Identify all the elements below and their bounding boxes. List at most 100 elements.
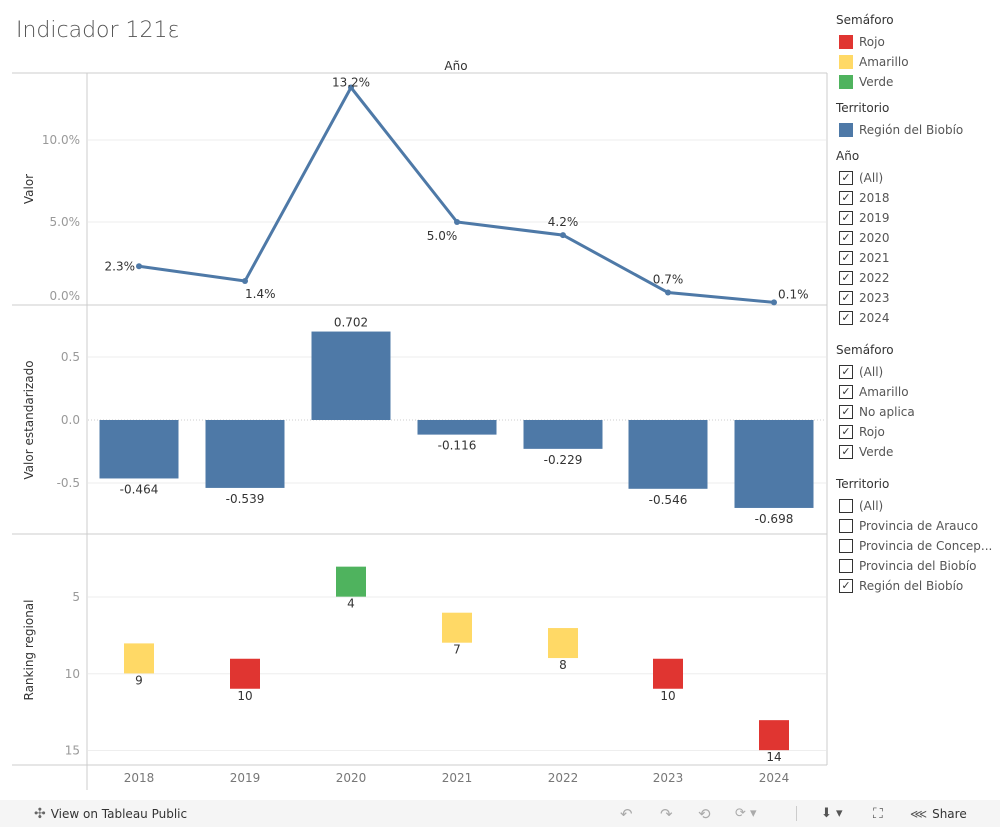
checkbox-unchecked-icon[interactable]: [839, 499, 853, 513]
legend-item[interactable]: Amarillo: [836, 52, 1000, 72]
fullscreen-icon[interactable]: ⛶: [873, 805, 883, 822]
filter-checkbox-item[interactable]: (All): [836, 496, 1000, 516]
color-swatch: [839, 35, 853, 49]
checkbox-checked-icon[interactable]: ✓: [839, 291, 853, 305]
y-tick-label: 5: [72, 590, 80, 604]
checkbox-checked-icon[interactable]: ✓: [839, 231, 853, 245]
filter-item-label: Provincia del Biobío: [859, 559, 977, 573]
filter-item-label: (All): [859, 365, 884, 379]
checkbox-checked-icon[interactable]: ✓: [839, 365, 853, 379]
bar: [734, 420, 814, 508]
toolbar-divider: [796, 806, 797, 821]
x-tick-label: 2024: [759, 771, 790, 785]
filter-item-label: 2021: [859, 251, 890, 265]
filter-checkbox-item[interactable]: Provincia de Arauco: [836, 516, 1000, 536]
rank-square: [653, 658, 683, 689]
data-label: 4: [347, 597, 355, 611]
checkbox-unchecked-icon[interactable]: [839, 559, 853, 573]
filter-checkbox-item[interactable]: ✓ 2021: [836, 248, 1000, 268]
bar: [205, 420, 285, 488]
bar: [417, 420, 497, 435]
undo-icon[interactable]: ↶: [620, 804, 633, 823]
view-on-tableau-button[interactable]: ✣ View on Tableau Public: [34, 806, 187, 822]
data-label: 0.7%: [653, 273, 684, 287]
filter-checkbox-item[interactable]: ✓ Verde: [836, 442, 1000, 462]
checkbox-checked-icon[interactable]: ✓: [839, 579, 853, 593]
legend-title: Semáforo: [836, 13, 894, 27]
download-icon[interactable]: ⬇ ▾: [821, 806, 843, 821]
checkbox-checked-icon[interactable]: ✓: [839, 405, 853, 419]
y-tick-label: -0.5: [57, 476, 80, 490]
filter-checkbox-item[interactable]: ✓ (All): [836, 362, 1000, 382]
rank-square: [548, 628, 578, 659]
checkbox-checked-icon[interactable]: ✓: [839, 311, 853, 325]
checkbox-checked-icon[interactable]: ✓: [839, 425, 853, 439]
data-point: [665, 289, 671, 296]
filter-checkbox-item[interactable]: ✓ 2019: [836, 208, 1000, 228]
filter-item-label: (All): [859, 499, 884, 513]
filter-item-label: Rojo: [859, 425, 885, 439]
filter-item-label: Amarillo: [859, 385, 909, 399]
data-point: [136, 263, 142, 270]
x-tick-label: 2018: [124, 771, 155, 785]
checkbox-checked-icon[interactable]: ✓: [839, 385, 853, 399]
y-tick-label: 5.0%: [50, 215, 81, 229]
filter-item-label: Provincia de Arauco: [859, 519, 979, 533]
filter-checkbox-item[interactable]: Provincia de Concep...: [836, 536, 1000, 556]
filter-item-label: 2019: [859, 211, 890, 225]
checkbox-checked-icon[interactable]: ✓: [839, 171, 853, 185]
legend-item-label: Amarillo: [859, 55, 909, 69]
x-tick-label: 2023: [653, 771, 684, 785]
y-tick-label: 0.0%: [50, 289, 81, 303]
checkbox-checked-icon[interactable]: ✓: [839, 271, 853, 285]
filter-checkbox-item[interactable]: ✓ Región del Biobío: [836, 576, 1000, 596]
filter-checkbox-item[interactable]: ✓ Amarillo: [836, 382, 1000, 402]
share-icon: ⋘: [910, 806, 928, 821]
checkbox-checked-icon[interactable]: ✓: [839, 191, 853, 205]
y-tick-label: 10: [65, 667, 80, 681]
filter-checkbox-item[interactable]: ✓ 2022: [836, 268, 1000, 288]
checkbox-checked-icon[interactable]: ✓: [839, 211, 853, 225]
checkbox-unchecked-icon[interactable]: [839, 519, 853, 533]
filter-item-label: Provincia de Concep...: [859, 539, 993, 553]
redo-icon[interactable]: ↷: [660, 804, 673, 823]
color-swatch: [839, 55, 853, 69]
data-label: -0.546: [649, 493, 688, 507]
x-tick-label: 2021: [442, 771, 473, 785]
data-label: 13.2%: [332, 76, 370, 90]
x-tick-label: 2022: [548, 771, 579, 785]
filter-checkbox-item[interactable]: ✓ Rojo: [836, 422, 1000, 442]
territorio-legend: Territorio Región del Biobío: [836, 100, 1000, 140]
checkbox-checked-icon[interactable]: ✓: [839, 251, 853, 265]
filter-checkbox-item[interactable]: ✓ 2020: [836, 228, 1000, 248]
filter-checkbox-item[interactable]: ✓ 2023: [836, 288, 1000, 308]
checkbox-unchecked-icon[interactable]: [839, 539, 853, 553]
column-header: Año: [444, 59, 467, 73]
bar: [523, 420, 603, 449]
filter-item-label: 2022: [859, 271, 890, 285]
filter-checkbox-item[interactable]: Provincia del Biobío: [836, 556, 1000, 576]
data-label: 10: [660, 689, 675, 703]
series-line: [138, 84, 775, 304]
filter-item-label: 2024: [859, 311, 890, 325]
filter-checkbox-item[interactable]: ✓ 2024: [836, 308, 1000, 328]
filter-checkbox-item[interactable]: ✓ 2018: [836, 188, 1000, 208]
refresh-icon[interactable]: ⟳ ▾: [735, 806, 757, 821]
filter-item-label: Región del Biobío: [859, 579, 964, 593]
semaforo-legend: Semáforo Rojo Amarillo Verde: [836, 12, 1000, 92]
data-label: 4.2%: [548, 215, 579, 229]
filter-checkbox-item[interactable]: ✓ (All): [836, 168, 1000, 188]
data-label: 8: [559, 658, 567, 672]
legend-item[interactable]: Rojo: [836, 32, 1000, 52]
view-on-tableau-label: View on Tableau Public: [50, 806, 188, 821]
data-label: -0.464: [120, 482, 159, 496]
legend-item[interactable]: Verde: [836, 72, 1000, 92]
tableau-logo-icon: ✣: [34, 805, 46, 822]
filter-checkbox-item[interactable]: ✓ No aplica: [836, 402, 1000, 422]
rank-square: [336, 566, 366, 597]
revert-icon[interactable]: ⟲: [698, 804, 711, 823]
checkbox-checked-icon[interactable]: ✓: [839, 445, 853, 459]
share-button[interactable]: ⋘ Share: [910, 807, 967, 821]
legend-item[interactable]: Región del Biobío: [836, 120, 1000, 140]
filter-item-label: 2023: [859, 291, 890, 305]
